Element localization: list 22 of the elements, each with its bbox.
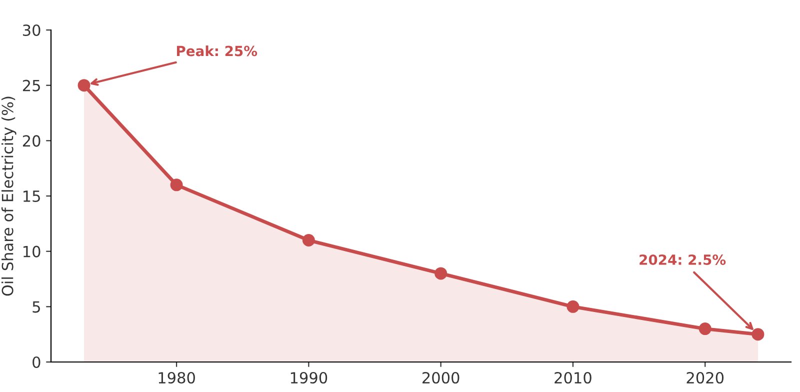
point [698, 322, 712, 336]
y-tick-label: 25 [22, 80, 40, 92]
x-tick-label: 1980 [158, 372, 195, 384]
y-tick-label: 20 [22, 135, 40, 147]
point [78, 79, 90, 92]
y-tick-label: 0 [32, 356, 40, 368]
point [566, 300, 580, 313]
y-tick-label: 10 [24, 246, 40, 258]
point [434, 267, 448, 280]
y-tick-label: 30 [23, 24, 40, 36]
x-tick-label: 2020 [686, 372, 724, 384]
point [302, 234, 315, 247]
point [170, 178, 183, 192]
y-axis-title: Oil Share of Electricity (%) [1, 96, 16, 296]
annotation: Peak: 25% [176, 46, 258, 56]
annotation: 2024: 2.5% [640, 254, 726, 265]
x-tick-label: 2010 [554, 372, 592, 384]
x-tick-label: 2000 [422, 372, 460, 384]
point [752, 328, 764, 341]
y-tick-label: 15 [24, 190, 40, 202]
y-tick-label: 5 [32, 301, 40, 313]
x-tick-label: 1990 [290, 372, 328, 384]
